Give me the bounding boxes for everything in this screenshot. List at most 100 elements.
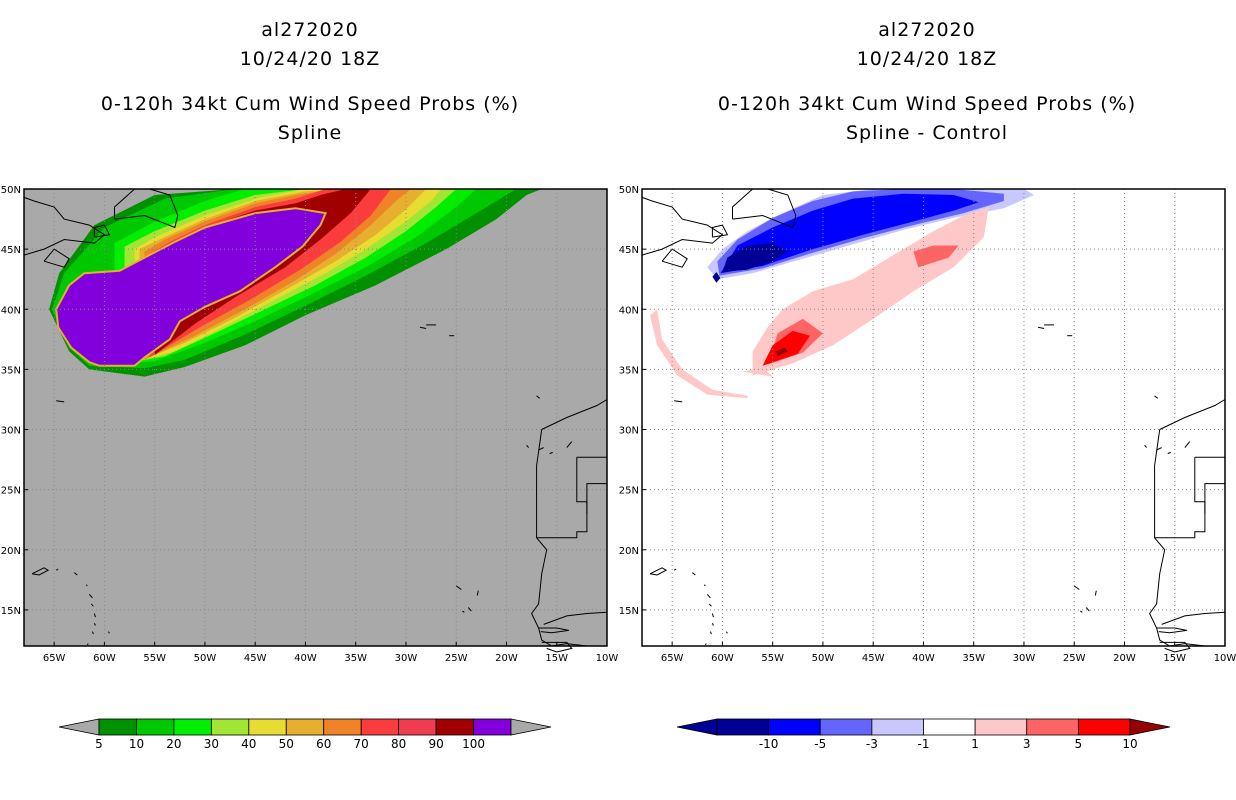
x-tick-label: 20W	[495, 653, 518, 664]
coastline	[526, 444, 529, 448]
colorbar-segment	[248, 718, 287, 736]
y-tick-label: 30N	[1, 426, 21, 437]
coastline	[476, 590, 479, 596]
colorbar-low-end	[58, 718, 100, 736]
colorbar-label: 50	[279, 737, 294, 751]
colorbar-label: 40	[241, 737, 256, 751]
x-tick-label: 30W	[395, 653, 418, 664]
colorbar-segment	[435, 718, 474, 736]
coastline	[708, 603, 712, 607]
coastline	[538, 447, 544, 451]
coastline	[90, 603, 94, 607]
coastline	[73, 572, 78, 576]
diff-pos-arc	[650, 309, 748, 399]
x-tick-label: 40W	[294, 653, 317, 664]
coastline	[419, 326, 427, 329]
y-tick-label: 15N	[619, 606, 639, 617]
x-tick-label: 60W	[711, 653, 734, 664]
coastline	[86, 643, 89, 646]
coastline	[88, 593, 93, 599]
colorbar-segment	[768, 718, 821, 736]
coastline	[455, 585, 462, 590]
left-panel: 65W 60W 55W 50W 45W 40W 35W 30W 25W 20W 15W 10W 15N 2…	[1, 185, 619, 664]
coastline	[55, 568, 59, 571]
y-tick-label: 25N	[619, 486, 639, 497]
coastline	[1154, 395, 1159, 399]
y-tick-label: 45N	[1, 245, 21, 256]
right-title-method: Spline - Control	[845, 122, 1009, 144]
y-tick-label: 25N	[1, 486, 21, 497]
y-tick-label: 35N	[619, 365, 639, 376]
colorbar-label: 30	[204, 737, 219, 751]
colorbar-label: 5	[95, 737, 103, 751]
coastline	[711, 613, 714, 618]
colorbar-high-end	[1129, 718, 1171, 736]
x-tick-label: 60W	[93, 653, 116, 664]
coastline	[1156, 447, 1162, 451]
x-tick-label: 65W	[43, 653, 66, 664]
coastline	[674, 400, 683, 403]
coastline	[467, 607, 472, 612]
colorbar-segment	[1077, 718, 1131, 736]
left-title-method: Spline	[277, 122, 343, 144]
y-tick-label: 20N	[1, 546, 21, 557]
colorbar-label: 3	[1023, 737, 1031, 751]
colorbar-segment	[360, 718, 400, 736]
colorbar-label: 60	[316, 737, 331, 751]
colorbar-label: 100	[462, 737, 485, 751]
coastline	[91, 631, 94, 635]
y-tick-label: 35N	[1, 365, 21, 376]
coastline	[641, 196, 724, 256]
coastline	[1085, 607, 1090, 612]
y-tick-label: 40N	[619, 305, 639, 316]
x-tick-label: 10W	[596, 653, 619, 664]
colorbar-label: 70	[354, 737, 369, 751]
coastline	[661, 248, 688, 268]
left-title-product: 0-120h 34kt Cum Wind Speed Probs (%)	[100, 93, 520, 115]
colorbar-label: 1	[971, 737, 979, 751]
x-tick-label: 55W	[761, 653, 784, 664]
prob-contour-100	[55, 207, 328, 367]
left-title-storm: al272020	[261, 19, 359, 41]
coastline	[711, 224, 729, 238]
y-tick-label: 45N	[619, 245, 639, 256]
diff-pos-spot	[742, 367, 773, 377]
colorbar-label: -1	[918, 737, 930, 751]
diff-pos-3b	[913, 245, 959, 268]
coastline	[711, 623, 714, 626]
coastline	[56, 400, 65, 403]
coastline	[93, 224, 111, 238]
colorbar-segment	[398, 718, 437, 736]
right-title-product: 0-120h 34kt Cum Wind Speed Probs (%)	[717, 93, 1137, 115]
diff-pos-10	[775, 347, 788, 357]
colorbar-segment	[323, 718, 362, 736]
y-tick-label: 50N	[1, 185, 21, 196]
colorbar-label: 80	[391, 737, 406, 751]
colorbar-label: 5	[1075, 737, 1083, 751]
colorbar-label: 10	[1122, 737, 1137, 751]
colorbar-segment	[974, 718, 1028, 736]
coastline	[732, 188, 797, 229]
diff-neg-5	[720, 193, 979, 274]
diff-pos-5	[762, 330, 810, 366]
colorbar-label: 10	[129, 737, 144, 751]
y-tick-label: 20N	[619, 546, 639, 557]
coastline	[709, 631, 712, 635]
coastline	[85, 584, 88, 587]
coastline	[93, 613, 96, 618]
x-tick-label: 65W	[661, 653, 684, 664]
coastline	[1204, 483, 1225, 514]
coastline	[706, 593, 711, 599]
right-map-frame	[641, 188, 1226, 647]
left-title-date: 10/24/20 18Z	[239, 48, 381, 70]
colorbar-segment	[473, 718, 512, 736]
coastline	[538, 627, 569, 634]
coastline	[586, 483, 607, 514]
x-tick-label: 15W	[1163, 653, 1186, 664]
coastline	[1159, 399, 1226, 430]
coastline	[1161, 611, 1226, 625]
coastline	[541, 641, 573, 653]
x-tick-label: 35W	[344, 653, 367, 664]
x-tick-label: 25W	[445, 653, 468, 664]
